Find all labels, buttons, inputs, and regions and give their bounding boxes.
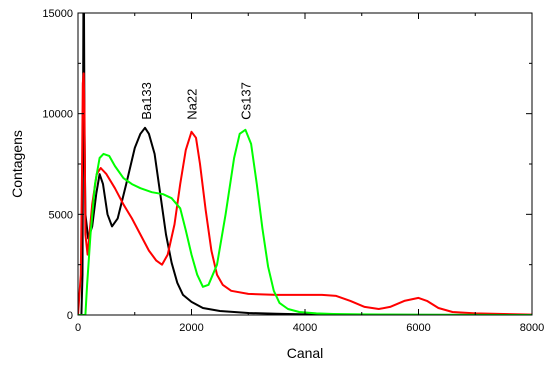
- series-line-black: [78, 13, 532, 315]
- y-tick-label: 10000: [42, 109, 73, 121]
- peak-label: Na22: [185, 89, 200, 120]
- plot-frame: [77, 12, 533, 316]
- y-tick-label: 5000: [49, 209, 73, 221]
- ticks-layer: 0 2000 4000 6000 8000 0 5000 10000 15000: [42, 8, 544, 334]
- peak-label: Cs137: [238, 82, 253, 120]
- x-tick-label: 8000: [520, 322, 544, 334]
- annotation-layer: Ba133 Na22 Cs137: [139, 82, 253, 120]
- y-tick-label: 0: [67, 310, 73, 322]
- series-line-green: [78, 128, 532, 315]
- series-line-red: [78, 72, 532, 315]
- series-layer: [78, 13, 532, 315]
- x-tick-label: 2000: [179, 322, 203, 334]
- x-tick-label: 0: [75, 322, 81, 334]
- y-tick-label: 15000: [42, 8, 73, 20]
- x-tick-label: 4000: [293, 322, 317, 334]
- x-tick-label: 6000: [406, 322, 430, 334]
- peak-label: Ba133: [139, 82, 154, 120]
- y-axis-label: Contagens: [9, 130, 25, 198]
- x-axis-label: Canal: [287, 345, 324, 361]
